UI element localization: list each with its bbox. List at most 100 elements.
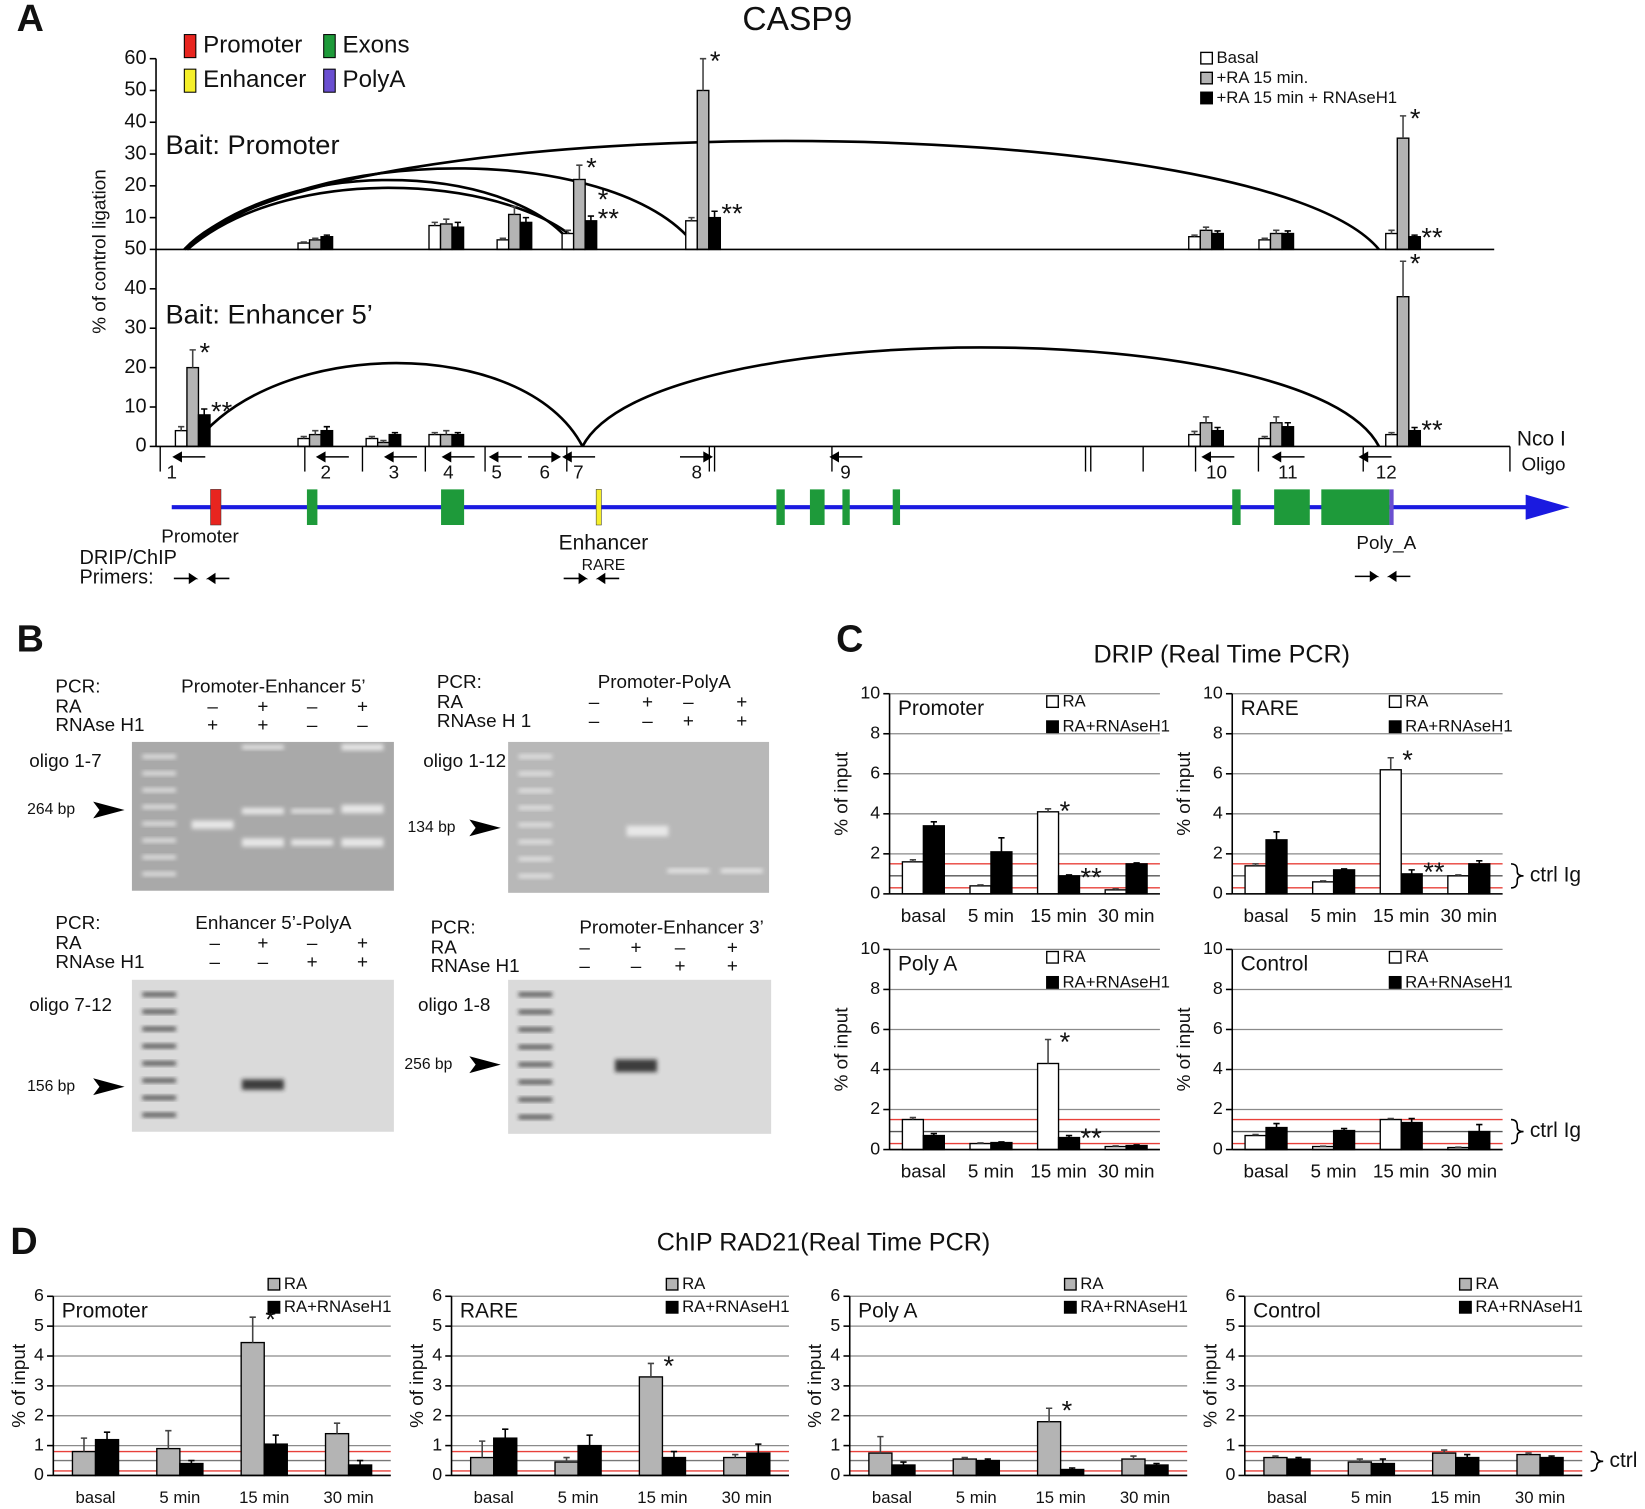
chart-label: Control (1241, 953, 1309, 976)
gel-size: 256 bp (404, 1056, 452, 1073)
y-tick-label: 2 (1213, 1098, 1223, 1118)
bar (469, 1456, 495, 1477)
brace (1510, 863, 1524, 889)
gel-title: Promoter-Enhancer 5’ (181, 675, 365, 696)
significance: ** (721, 198, 743, 229)
significance: ** (1421, 414, 1443, 445)
error-bar (1272, 1455, 1279, 1458)
bar (1468, 863, 1491, 895)
error-bar (443, 429, 450, 435)
y-tick-label: 5 (432, 1315, 442, 1335)
bar (1396, 296, 1410, 448)
bar (496, 239, 510, 251)
ladder-band (518, 1044, 553, 1050)
gel-image (131, 741, 394, 891)
error-bar (333, 1422, 341, 1434)
bar (263, 1443, 288, 1477)
ladder-band (518, 754, 553, 759)
ladder-band (518, 1079, 553, 1085)
gel-title: Promoter-Enhancer 3’ (579, 916, 763, 937)
error-bar (479, 1440, 486, 1458)
panel-letter: C (836, 617, 863, 659)
gel-image (508, 741, 770, 893)
primer-arrow (1386, 570, 1411, 583)
x-tick-label: 15 min (1030, 1161, 1087, 1182)
significance: ** (1423, 856, 1445, 887)
error-bar (1112, 1145, 1119, 1147)
error-bar (189, 349, 196, 368)
gel-band (720, 868, 763, 873)
primer-arrow (1358, 451, 1392, 463)
exon (1232, 489, 1241, 526)
error-bar (1214, 426, 1221, 431)
gel-sign: + (736, 710, 747, 731)
y-tick-label: 2 (870, 1098, 880, 1118)
error-bar (103, 1431, 111, 1440)
significance: ** (1081, 1122, 1103, 1153)
error-bar (755, 1443, 762, 1454)
error-bar (165, 1429, 172, 1449)
primer-arrow (679, 451, 714, 463)
legend-label: RA+RNAseH1 (682, 1297, 790, 1316)
exon (842, 489, 850, 526)
x-tick-label: 1 (166, 462, 177, 483)
error-bar (1133, 1144, 1140, 1146)
gel-sign: – (579, 955, 590, 976)
bar (1263, 1456, 1288, 1477)
chart-label: RARE (460, 1300, 518, 1323)
significance: * (200, 336, 211, 367)
gel-row-label: RNAse H 1 (437, 710, 531, 731)
gel-sign: + (357, 932, 368, 953)
ladder-band (142, 1095, 176, 1100)
y-tick-label: 0 (1213, 1138, 1223, 1158)
legend-swatch (665, 1300, 679, 1314)
significance: * (586, 152, 597, 183)
error-bar (1387, 1117, 1394, 1120)
legend-swatch (1063, 1300, 1077, 1314)
ladder-band (142, 1009, 176, 1014)
gel-sign: + (736, 691, 747, 712)
error-bar (1388, 229, 1395, 234)
legend-label: RA+RNAseH1 (1405, 972, 1513, 991)
legend-label: RA (284, 1274, 308, 1293)
bar (428, 224, 442, 251)
legend-label: RA+RNAseH1 (1062, 972, 1170, 991)
error-bar (300, 435, 307, 439)
x-tick-label: 6 (540, 462, 551, 483)
primer-arrow (173, 572, 199, 585)
y-tick-label: 6 (34, 1285, 44, 1305)
error-bar (1388, 431, 1395, 435)
bar (156, 1447, 181, 1477)
primer-arrow (562, 451, 596, 463)
x-tick-label: basal (1267, 1488, 1307, 1507)
legend-label: RA+RNAseH1 (1080, 1297, 1188, 1316)
legend-label: RA (1405, 947, 1429, 966)
ladder-band (518, 1114, 553, 1120)
legend-label: RA (1080, 1274, 1104, 1293)
ladder-band (142, 855, 176, 860)
ladder-band (142, 1026, 176, 1032)
gel-row-label: RNAse H1 (55, 714, 144, 735)
region-legend-label: Promoter (203, 31, 302, 58)
y-axis-label: % of input (804, 1343, 825, 1428)
x-tick-label: 5 min (159, 1488, 200, 1507)
gel-image (131, 979, 394, 1132)
legend-swatch (1046, 695, 1059, 709)
ladder-band (142, 804, 176, 809)
error-bar (1408, 869, 1415, 874)
bar (297, 242, 311, 251)
y-tick-label: 6 (1225, 1285, 1235, 1305)
bar (1347, 1461, 1373, 1477)
y-tick-label: 6 (830, 1285, 840, 1305)
legend-label: RA+RNAseH1 (284, 1297, 392, 1316)
ladder-band (518, 805, 553, 810)
x-tick-label: 5 min (968, 905, 1014, 926)
bar (1059, 1468, 1085, 1477)
legend-label: RA (682, 1274, 706, 1293)
gel-row-label: RA (437, 691, 464, 712)
error-bar (1044, 1038, 1052, 1064)
error-bar (1295, 1456, 1302, 1460)
gel-band (191, 820, 234, 829)
ladder-band (518, 873, 553, 879)
